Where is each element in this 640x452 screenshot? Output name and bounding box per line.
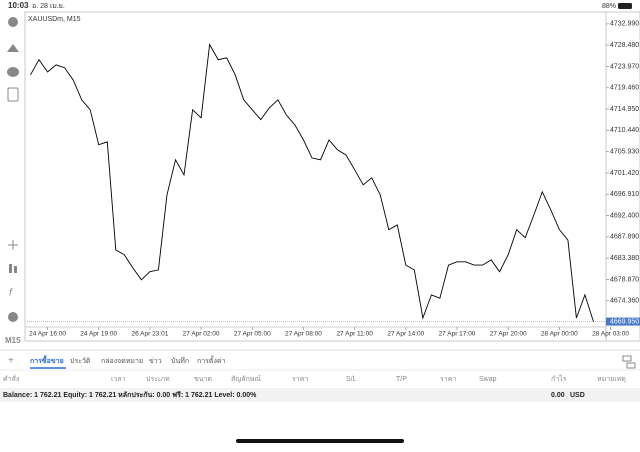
x-tick-label: 27 Apr 02:00 bbox=[183, 331, 220, 338]
candle-icon[interactable] bbox=[9, 264, 12, 273]
chart-frame bbox=[24, 11, 640, 342]
battery-icon bbox=[618, 3, 632, 9]
column-header: คำสั่ง bbox=[3, 374, 19, 383]
add-button[interactable]: + bbox=[8, 356, 14, 367]
indicator-icon[interactable]: f bbox=[9, 288, 13, 299]
x-tick-label: 27 Apr 17:00 bbox=[439, 331, 476, 338]
y-tick-label: 4692.400 bbox=[610, 212, 639, 219]
current-price-tag bbox=[606, 317, 640, 326]
column-header: สัญลักษณ์ bbox=[231, 375, 261, 383]
home-indicator bbox=[236, 439, 404, 443]
left-toolbar: f bbox=[7, 17, 19, 322]
x-tick-label: 27 Apr 08:00 bbox=[285, 331, 322, 338]
tab[interactable]: ประวัติ bbox=[70, 357, 91, 365]
column-header: เวลา bbox=[111, 376, 126, 383]
y-tick-label: 4678.870 bbox=[610, 276, 639, 283]
tab[interactable]: ข่าว bbox=[149, 358, 162, 365]
x-tick-label: 26 Apr 23:01 bbox=[131, 331, 168, 338]
x-tick-label: 27 Apr 05:00 bbox=[234, 331, 271, 338]
balance-bar bbox=[0, 388, 640, 402]
objects-icon[interactable] bbox=[8, 312, 18, 322]
y-tick-label: 4732.990 bbox=[610, 21, 639, 28]
status-time: 10:03 bbox=[8, 1, 29, 10]
current-price-label: 4669.950 bbox=[610, 318, 639, 325]
tab[interactable]: การซื้อขาย bbox=[30, 354, 64, 365]
y-tick-label: 4705.930 bbox=[610, 148, 639, 155]
column-header: ราคา bbox=[440, 376, 456, 383]
tab[interactable]: การตั้งค่า bbox=[197, 354, 226, 365]
y-tick-label: 4710.440 bbox=[610, 127, 639, 134]
chart-symbol: XAUUSDm, M15 bbox=[28, 16, 81, 23]
y-tick-label: 4696.910 bbox=[610, 191, 639, 198]
y-tick-label: 4683.380 bbox=[610, 255, 639, 262]
trade-icon[interactable] bbox=[7, 44, 19, 52]
column-header: ประเภท bbox=[146, 376, 170, 383]
candle-icon-2 bbox=[14, 266, 17, 273]
column-header: S/L bbox=[346, 376, 357, 383]
x-tick-label: 27 Apr 11:00 bbox=[336, 331, 373, 338]
column-header: ราคา bbox=[292, 376, 308, 383]
x-tick-label: 28 Apr 03:00 bbox=[592, 331, 629, 338]
y-tick-label: 4723.970 bbox=[610, 63, 639, 70]
y-tick-label: 4701.420 bbox=[610, 170, 639, 177]
y-tick-label: 4687.890 bbox=[610, 234, 639, 241]
y-tick-label: 4714.950 bbox=[610, 106, 639, 113]
timeframe-button[interactable]: M15 bbox=[5, 336, 21, 345]
x-tick-label: 28 Apr 00:00 bbox=[541, 331, 578, 338]
column-header: กำไร bbox=[551, 374, 567, 383]
y-tick-label: 4719.460 bbox=[610, 85, 639, 92]
new-order-icon[interactable] bbox=[7, 87, 19, 102]
chat-icon[interactable] bbox=[7, 67, 19, 77]
status-date: อ. 28 เม.ย. bbox=[32, 3, 65, 10]
balance-text: Balance: 1 762.21 Equity: 1 762.21 หลักป… bbox=[3, 391, 257, 399]
column-header: ขนาด bbox=[194, 376, 212, 383]
status-battery: 88% bbox=[602, 3, 616, 10]
y-tick-label: 4674.360 bbox=[610, 298, 639, 305]
profit-total: 0.00 bbox=[551, 392, 565, 399]
layout-icon[interactable] bbox=[622, 355, 636, 369]
account-icon[interactable] bbox=[8, 17, 18, 27]
x-tick-label: 24 Apr 19:00 bbox=[80, 331, 117, 338]
crosshair-icon[interactable] bbox=[8, 240, 18, 250]
column-header: T/P bbox=[396, 376, 407, 383]
x-tick-label: 27 Apr 14:00 bbox=[387, 331, 424, 338]
x-tick-label: 27 Apr 20:00 bbox=[490, 331, 527, 338]
tab[interactable]: บันทึก bbox=[171, 356, 189, 365]
column-header: หมายเหตุ bbox=[597, 376, 626, 383]
tab[interactable]: กล่องจดหมาย bbox=[101, 358, 143, 365]
column-header: Swap bbox=[479, 376, 497, 383]
price-line bbox=[30, 43, 594, 322]
currency: USD bbox=[570, 392, 585, 399]
y-tick-label: 4728.480 bbox=[610, 42, 639, 49]
x-tick-label: 24 Apr 16:00 bbox=[29, 331, 66, 338]
